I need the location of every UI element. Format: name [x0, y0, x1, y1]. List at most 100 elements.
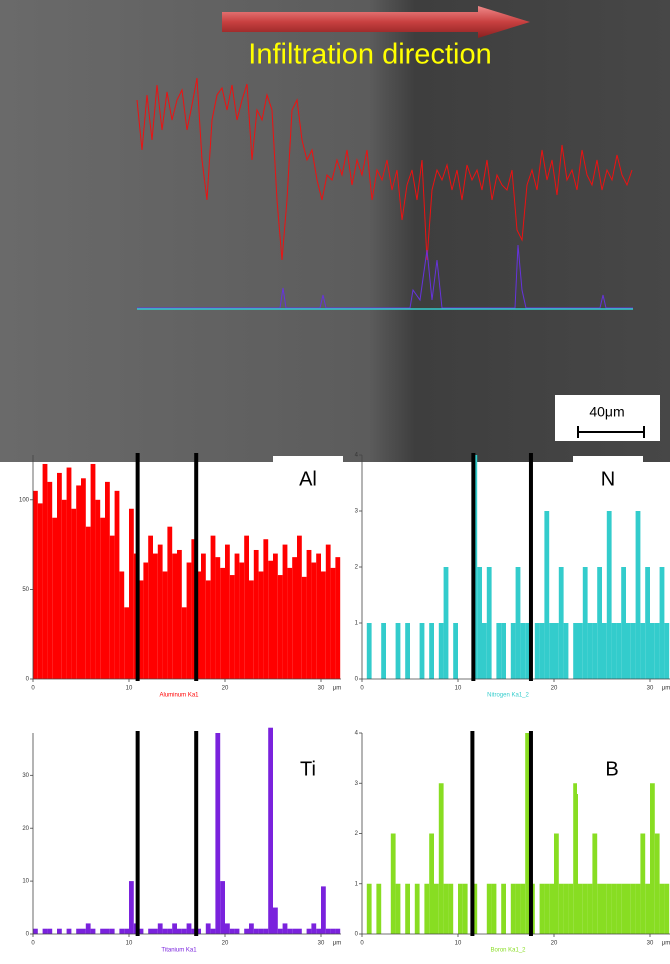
- bar: [282, 544, 288, 679]
- series-name: Titanium Ka1: [161, 948, 197, 954]
- bar: [381, 623, 386, 679]
- bar: [486, 883, 492, 934]
- x-tick-label: 10: [126, 941, 133, 947]
- bar: [650, 623, 655, 679]
- bar: [157, 923, 163, 934]
- y-tick-label: 4: [355, 453, 359, 459]
- y-tick-label: 10: [22, 879, 29, 885]
- scale-box: [555, 395, 660, 441]
- bar: [443, 567, 449, 679]
- bar: [138, 580, 144, 679]
- bar: [510, 623, 516, 679]
- bar: [210, 928, 216, 934]
- y-tick-label: 4: [355, 731, 359, 737]
- x-tick-label: 30: [318, 686, 325, 692]
- bar: [239, 562, 245, 679]
- bar: [100, 517, 105, 679]
- bar: [525, 623, 530, 679]
- bar: [645, 567, 650, 679]
- bar: [177, 549, 182, 679]
- bar: [520, 883, 526, 934]
- bar: [311, 562, 317, 679]
- bar: [215, 557, 221, 679]
- bar: [316, 553, 321, 679]
- bar: [525, 733, 530, 934]
- bar: [186, 562, 192, 679]
- bar: [477, 567, 482, 679]
- bar: [321, 886, 326, 934]
- bar: [321, 571, 326, 679]
- bar: [287, 928, 293, 934]
- bar: [114, 490, 120, 679]
- bar: [311, 923, 317, 934]
- bar: [105, 481, 110, 679]
- bar: [335, 557, 341, 679]
- bar: [162, 571, 168, 679]
- bar: [253, 549, 259, 679]
- bar: [109, 928, 115, 934]
- bar: [148, 535, 153, 679]
- bar: [515, 883, 521, 934]
- bar: [249, 923, 254, 934]
- bar: [143, 562, 149, 679]
- bar: [395, 623, 401, 679]
- bar: [33, 928, 38, 934]
- bar: [95, 499, 101, 679]
- bar: [167, 928, 173, 934]
- bar: [90, 928, 96, 934]
- x-tick-label: 0: [31, 941, 35, 947]
- bar: [234, 553, 240, 679]
- bar: [297, 535, 302, 679]
- y-tick-label: 3: [355, 781, 359, 787]
- bar: [472, 883, 478, 934]
- bar: [81, 478, 86, 679]
- bar: [244, 535, 249, 679]
- bar: [263, 928, 269, 934]
- bar: [153, 928, 158, 934]
- bar: [405, 623, 410, 679]
- bar: [438, 783, 444, 934]
- bar: [330, 928, 336, 934]
- bar: [419, 623, 425, 679]
- bar: [606, 511, 612, 679]
- bar: [172, 553, 177, 679]
- bar: [606, 883, 612, 934]
- bar: [587, 623, 593, 679]
- bar: [47, 928, 53, 934]
- bar: [85, 923, 91, 934]
- bar: [234, 928, 240, 934]
- bar: [568, 883, 574, 934]
- x-tick-label: 0: [31, 686, 35, 692]
- bar: [405, 883, 410, 934]
- bar: [292, 557, 297, 679]
- bar: [33, 490, 38, 679]
- bar: [210, 535, 216, 679]
- bar: [621, 567, 626, 679]
- bar: [335, 928, 341, 934]
- bar: [201, 553, 206, 679]
- bar: [554, 833, 559, 934]
- bar: [292, 928, 297, 934]
- bar: [597, 883, 602, 934]
- bar: [501, 883, 506, 934]
- bar: [616, 883, 622, 934]
- bar: [587, 883, 593, 934]
- bar: [611, 883, 617, 934]
- bar: [582, 567, 588, 679]
- bar: [119, 928, 125, 934]
- bar: [153, 553, 158, 679]
- x-tick-label: 0: [360, 686, 364, 692]
- ti-scan-overlay: [137, 244, 633, 309]
- bar: [177, 928, 182, 934]
- bar: [220, 567, 225, 679]
- bar: [277, 575, 283, 679]
- bar: [109, 535, 115, 679]
- bar: [273, 907, 278, 934]
- bar: [268, 727, 273, 934]
- bar: [520, 623, 526, 679]
- bar: [258, 571, 264, 679]
- label-box: [273, 456, 343, 504]
- x-tick-label: 20: [222, 686, 229, 692]
- bar: [148, 928, 153, 934]
- bar: [205, 923, 211, 934]
